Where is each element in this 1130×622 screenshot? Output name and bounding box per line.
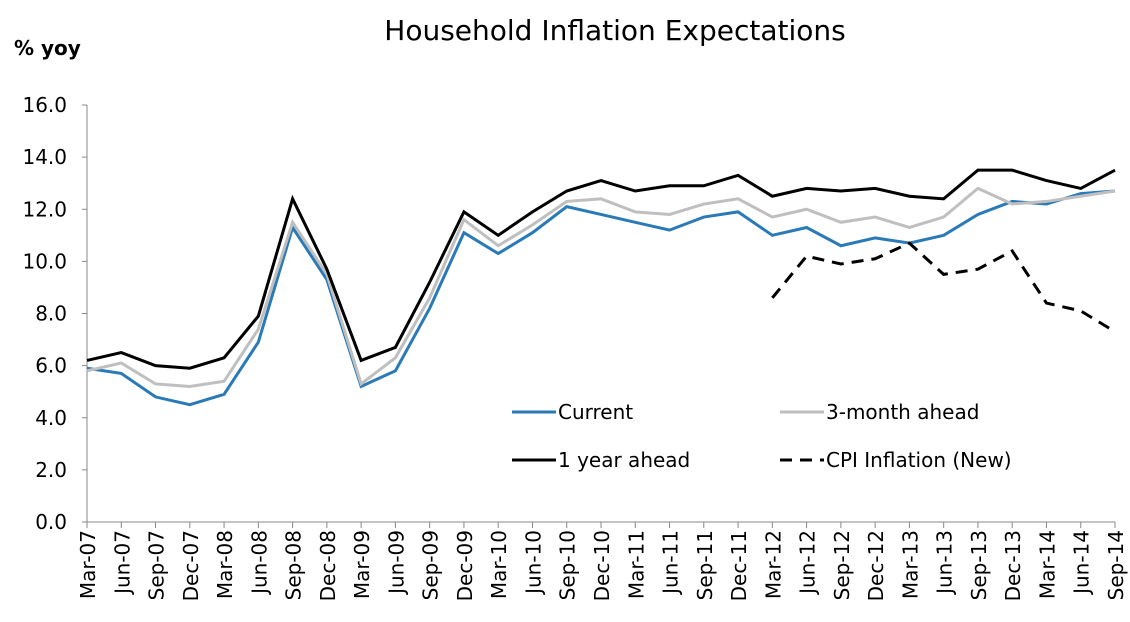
series-line xyxy=(86,189,1116,407)
x-tick-label: Mar-07 xyxy=(76,530,100,599)
x-tick-label: Jun-14 xyxy=(1070,530,1094,596)
x-tick-label: Mar-14 xyxy=(1035,530,1059,599)
x-tick-label: Sep-10 xyxy=(556,530,580,600)
y-tick-label: 10.0 xyxy=(22,249,67,273)
y-tick-label: 16.0 xyxy=(22,93,67,117)
x-tick-label: Sep-09 xyxy=(419,530,443,600)
y-tick-label: 2.0 xyxy=(35,458,67,482)
legend-label: CPI Inflation (New) xyxy=(826,448,1012,472)
y-tick-label: 6.0 xyxy=(35,354,67,378)
y-tick-label: 12.0 xyxy=(22,197,67,221)
y-tick-label: 4.0 xyxy=(35,406,67,430)
y-tick-label: 14.0 xyxy=(22,145,67,169)
x-tick-label: Mar-10 xyxy=(487,530,511,599)
x-tick-label: Sep-12 xyxy=(830,530,854,600)
x-tick-label: Jun-09 xyxy=(384,530,408,596)
x-tick-label: Mar-08 xyxy=(213,530,237,599)
x-tick-label: Dec-13 xyxy=(1001,530,1025,601)
x-tick-label: Mar-09 xyxy=(350,530,374,599)
x-tick-label: Dec-10 xyxy=(590,530,614,601)
legend-label: 3-month ahead xyxy=(826,400,979,424)
series-line xyxy=(86,168,1116,370)
x-tick-label: Mar-12 xyxy=(761,530,785,599)
x-tick-label: Sep-07 xyxy=(145,530,169,600)
x-tick-label: Sep-11 xyxy=(693,530,717,600)
y-tick-label: 0.0 xyxy=(35,510,67,534)
x-tick-label: Jun-07 xyxy=(110,530,134,596)
legend-label: Current xyxy=(558,400,633,424)
x-tick-label: Jun-08 xyxy=(247,530,271,596)
x-tick-label: Sep-08 xyxy=(282,530,306,600)
series-line xyxy=(771,241,1116,334)
x-tick-label: Mar-13 xyxy=(898,530,922,599)
x-tick-label: Jun-12 xyxy=(796,530,820,596)
y-axis-label: % yoy xyxy=(14,36,81,60)
chart-title: Household Inflation Expectations xyxy=(384,14,845,47)
series-line xyxy=(86,186,1116,388)
x-tick-label: Dec-11 xyxy=(727,530,751,601)
y-tick-label: 8.0 xyxy=(35,302,67,326)
x-tick-label: Jun-10 xyxy=(521,530,545,596)
x-tick-label: Dec-08 xyxy=(316,530,340,601)
x-tick-label: Dec-09 xyxy=(453,530,477,601)
x-tick-label: Jun-13 xyxy=(933,530,957,596)
x-tick-label: Dec-07 xyxy=(179,530,203,601)
x-tick-label: Sep-14 xyxy=(1104,530,1128,600)
x-tick-label: Jun-11 xyxy=(659,530,683,596)
x-tick-label: Dec-12 xyxy=(864,530,888,601)
legend-label: 1 year ahead xyxy=(558,448,690,472)
x-tick-label: Sep-13 xyxy=(967,530,991,600)
x-tick-label: Mar-11 xyxy=(624,530,648,599)
